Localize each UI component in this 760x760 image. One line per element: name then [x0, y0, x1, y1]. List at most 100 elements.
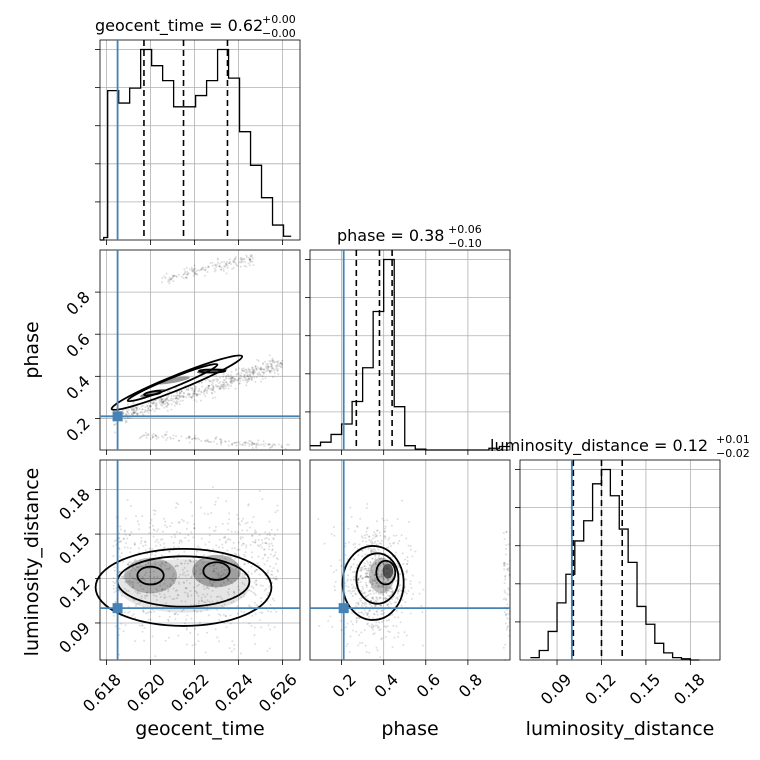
- sample-point: [355, 566, 358, 569]
- sample-point: [202, 268, 205, 271]
- sample-point: [209, 582, 212, 585]
- sample-point: [223, 385, 226, 388]
- sample-point: [239, 258, 242, 261]
- sample-point: [147, 433, 150, 436]
- sample-point: [235, 378, 238, 381]
- sample-point: [365, 567, 368, 570]
- sample-point: [256, 544, 259, 547]
- sample-point: [377, 572, 380, 575]
- sample-point: [133, 543, 136, 546]
- sample-point: [370, 626, 373, 629]
- sample-point: [379, 585, 382, 588]
- sample-point: [257, 373, 260, 376]
- sample-point: [374, 540, 377, 543]
- sample-point: [226, 522, 229, 525]
- sample-point: [256, 604, 259, 607]
- sample-point: [367, 575, 370, 578]
- sample-point: [206, 599, 209, 602]
- sample-point: [361, 566, 364, 569]
- phase-y-axis-label: phase: [21, 321, 43, 378]
- sample-point: [163, 593, 166, 596]
- sample-point: [254, 380, 257, 383]
- sample-point: [190, 531, 193, 534]
- sample-point: [360, 568, 363, 571]
- sample-point: [363, 562, 366, 565]
- sample-point: [276, 509, 279, 512]
- sample-point: [159, 538, 162, 541]
- sample-point: [220, 604, 223, 607]
- sample-point: [190, 501, 193, 504]
- sample-point: [365, 569, 368, 572]
- sample-point: [238, 548, 241, 551]
- sample-point: [374, 604, 377, 607]
- sample-point: [397, 631, 400, 634]
- sample-point: [146, 409, 149, 412]
- sample-point: [228, 260, 231, 263]
- sample-point: [251, 371, 254, 374]
- sample-point: [172, 541, 175, 544]
- sample-point: [193, 264, 196, 267]
- sample-point: [148, 610, 151, 613]
- sample-point: [185, 266, 188, 269]
- sample-point: [185, 628, 188, 631]
- sample-point: [213, 569, 216, 572]
- sample-point: [218, 640, 221, 643]
- sample-point: [185, 527, 188, 530]
- sample-point: [195, 550, 198, 553]
- density-contour: [198, 368, 227, 374]
- sample-point: [143, 639, 146, 642]
- sample-point: [276, 360, 279, 363]
- sample-point: [242, 367, 245, 370]
- sample-point: [182, 581, 185, 584]
- sample-point: [366, 526, 369, 529]
- sample-point: [218, 538, 221, 541]
- sample-point: [240, 258, 243, 261]
- sample-point: [242, 379, 245, 382]
- sample-point: [127, 408, 130, 411]
- sample-point: [195, 393, 198, 396]
- sample-point: [154, 563, 157, 566]
- sample-point: [178, 541, 181, 544]
- sample-point: [380, 542, 383, 545]
- sample-point: [202, 561, 205, 564]
- sample-point: [163, 517, 166, 520]
- sample-point: [174, 613, 177, 616]
- sample-point: [238, 377, 241, 380]
- sample-point: [262, 548, 265, 551]
- sample-point: [192, 395, 195, 398]
- sample-point: [396, 596, 399, 599]
- sample-point: [230, 378, 233, 381]
- sample-point: [168, 399, 171, 402]
- sample-point: [368, 589, 371, 592]
- sample-point: [167, 619, 170, 622]
- sample-point: [370, 549, 373, 552]
- sample-point: [227, 528, 230, 531]
- sample-point: [112, 584, 115, 587]
- sample-point: [143, 627, 146, 630]
- sample-point: [237, 577, 240, 580]
- sample-point: [247, 375, 250, 378]
- sample-point: [264, 365, 267, 368]
- sample-point: [247, 504, 250, 507]
- sample-point: [228, 518, 231, 521]
- sample-point: [257, 538, 260, 541]
- sample-point: [112, 576, 115, 579]
- sample-point: [250, 624, 253, 627]
- sample-point: [237, 531, 240, 534]
- sample-point: [380, 573, 383, 576]
- sample-point: [276, 367, 279, 370]
- sample-point: [384, 597, 387, 600]
- sample-point: [222, 269, 225, 272]
- sample-point: [249, 258, 252, 261]
- sample-point: [276, 364, 279, 367]
- sample-point: [204, 595, 207, 598]
- sample-point: [396, 598, 399, 601]
- sample-point: [186, 562, 189, 565]
- sample-point: [268, 534, 271, 537]
- sample-point: [205, 439, 208, 442]
- sample-point: [366, 613, 369, 616]
- x-tick-label: 0.618: [79, 670, 125, 716]
- sample-point: [267, 624, 270, 627]
- sample-point: [249, 374, 252, 377]
- sample-point: [244, 441, 247, 444]
